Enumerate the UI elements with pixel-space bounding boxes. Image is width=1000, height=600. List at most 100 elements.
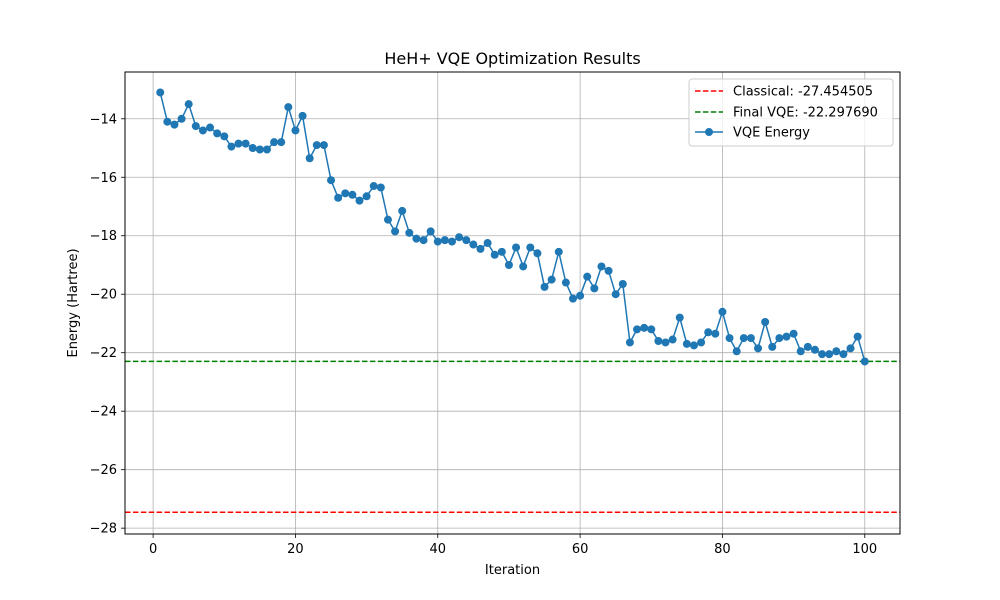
vqe-energy-point	[860, 357, 869, 366]
legend-classical-label: Classical: -27.454505	[733, 85, 873, 100]
vqe-energy-point	[419, 236, 428, 245]
vqe-energy-point	[483, 239, 492, 248]
vqe-energy-point	[376, 183, 385, 192]
y-tick-label: −26	[90, 463, 117, 478]
x-tick-label: 100	[852, 542, 877, 557]
vqe-energy-point	[156, 88, 165, 97]
vqe-energy-point	[561, 278, 570, 287]
vqe-energy-point	[455, 233, 464, 242]
vqe-energy-point	[319, 141, 328, 150]
vqe-energy-point	[412, 234, 421, 243]
vqe-energy-point	[576, 291, 585, 300]
vqe-energy-point	[298, 111, 307, 120]
legend-final-vqe-label: Final VQE: -22.297690	[733, 106, 878, 121]
vqe-energy-point	[327, 176, 336, 185]
y-tick-label: −28	[90, 522, 117, 537]
vqe-energy-point	[440, 236, 449, 245]
x-tick-label: 40	[430, 542, 447, 557]
vqe-energy-point	[611, 290, 620, 299]
vqe-energy-point	[355, 196, 364, 205]
vqe-energy-point	[597, 262, 606, 271]
vqe-energy-point	[810, 345, 819, 354]
chart-title: HeH+ VQE Optimization Results	[384, 49, 640, 68]
vqe-energy-point	[711, 329, 720, 338]
vqe-energy-point	[689, 341, 698, 350]
vqe-energy-point	[697, 338, 706, 347]
vqe-energy-point	[497, 247, 506, 256]
reference-lines	[125, 360, 900, 513]
vqe-energy-point	[184, 100, 193, 109]
vqe-energy-point	[305, 154, 314, 163]
vqe-energy-point	[255, 145, 264, 154]
vqe-energy-point	[853, 332, 862, 341]
vqe-energy-point	[832, 347, 841, 356]
vqe-energy-point	[312, 141, 321, 150]
vqe-energy-point	[170, 120, 179, 129]
vqe-energy-point	[512, 243, 521, 252]
y-axis-ticks: −28 −26 −24 −22 −20 −18 −16 −14	[90, 112, 125, 537]
y-tick-label: −14	[90, 112, 117, 127]
vqe-energy-point	[554, 247, 563, 256]
vqe-energy-point	[191, 122, 200, 131]
vqe-energy-point	[270, 138, 279, 147]
vqe-energy-point	[796, 347, 805, 356]
vqe-energy-point	[775, 334, 784, 343]
vqe-energy-point	[754, 344, 763, 353]
vqe-energy-point	[206, 123, 215, 132]
vqe-energy-point	[476, 244, 485, 253]
y-axis-title: Energy (Hartree)	[66, 248, 81, 357]
vqe-energy-point	[590, 284, 599, 293]
vqe-energy-point	[803, 342, 812, 351]
vqe-energy-point	[284, 103, 293, 112]
vqe-energy-point	[448, 237, 457, 246]
legend: Classical: -27.454505 Final VQE: -22.297…	[688, 78, 894, 147]
vqe-energy-point	[704, 328, 713, 337]
vqe-energy-point	[362, 192, 371, 201]
vqe-energy-point	[213, 129, 222, 138]
vqe-energy-point	[633, 325, 642, 334]
vqe-energy-point	[846, 344, 855, 353]
vqe-energy-point	[334, 193, 343, 202]
vqe-energy-point	[625, 338, 634, 347]
vqe-energy-point	[547, 275, 556, 284]
vqe-energy-point	[533, 249, 542, 258]
x-axis-ticks: 0 20 40 60 80 100	[149, 534, 877, 557]
vqe-energy-point	[825, 350, 834, 359]
y-tick-label: −18	[90, 229, 117, 244]
vqe-energy-point	[839, 350, 848, 359]
vqe-energy-point	[618, 279, 627, 288]
vqe-energy-point	[426, 227, 435, 236]
plot-frame	[124, 71, 901, 535]
vqe-energy-point	[732, 347, 741, 356]
vqe-energy-point	[369, 182, 378, 191]
vqe-energy-point	[818, 350, 827, 359]
vqe-energy-point	[583, 272, 592, 281]
vqe-energy-point	[675, 313, 684, 322]
vqe-energy-point	[725, 334, 734, 343]
x-axis-title: Iteration	[485, 563, 540, 578]
x-tick-label: 60	[572, 542, 589, 557]
vqe-energy-point	[348, 190, 357, 199]
vqe-energy-point	[604, 266, 613, 275]
vqe-energy-point	[398, 206, 407, 215]
vqe-energy-point	[227, 142, 236, 151]
vqe-energy-point	[291, 126, 300, 135]
vqe-energy-point	[768, 342, 777, 351]
vqe-energy-point	[718, 307, 727, 316]
series-layer	[156, 88, 869, 366]
vqe-energy-point	[163, 117, 172, 126]
x-tick-label: 0	[149, 542, 157, 557]
vqe-energy-point	[746, 334, 755, 343]
vqe-energy-point	[661, 338, 670, 347]
vqe-energy-point	[682, 339, 691, 348]
vqe-energy-point	[739, 334, 748, 343]
legend-box	[688, 78, 894, 147]
vqe-energy-point	[220, 132, 229, 141]
vqe-energy-point	[241, 139, 250, 148]
vqe-energy-point	[248, 144, 257, 153]
vqe-energy-point	[262, 145, 271, 154]
x-tick-label: 20	[287, 542, 304, 557]
vqe-energy-point	[568, 294, 577, 303]
